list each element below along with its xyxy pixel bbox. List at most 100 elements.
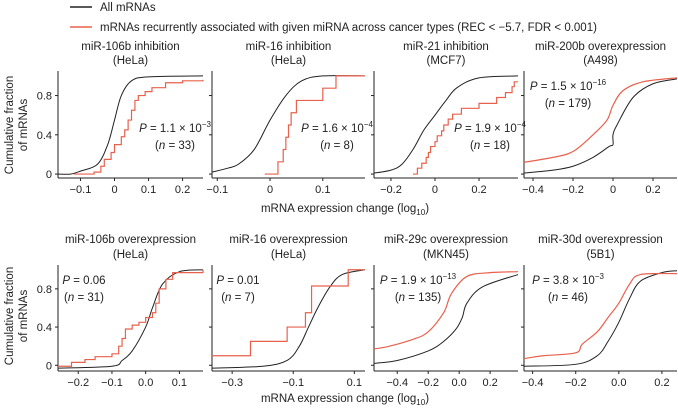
n-value: = 33) (165, 140, 195, 152)
y-tick-label: 0.8 (37, 91, 52, 103)
x-tick-label: 0 (610, 184, 616, 196)
p-mantissa: = 3.8 × 10 (540, 275, 595, 287)
panel-7: miR-29c overexpression (MKN45) −0.4 −0.2 0.0… (371, 234, 519, 389)
panel-subtitle: (MKN45) (423, 249, 469, 261)
series-recurrent-mrnas (412, 81, 518, 175)
panel-subtitle: (HeLa) (271, 55, 306, 67)
series-recurrent-mrnas (58, 269, 204, 367)
series-recurrent-mrnas (264, 75, 365, 175)
x-tick-label: 0.1 (347, 377, 362, 389)
p-value: P = 0.06 (62, 275, 105, 287)
x-tick-label: −0.2 (562, 184, 584, 196)
x-tick-label: −0.2 (417, 377, 439, 389)
x-tick-label: −0.1 (206, 184, 228, 196)
x-tick-label: 0.1 (141, 184, 156, 196)
ylabel-line2: of mRNAs (18, 290, 30, 343)
x-tick-label: −0.4 (522, 184, 544, 196)
series-all-mrnas (373, 274, 519, 364)
p-value: P = 1.9 × 10−4 (454, 120, 526, 135)
x-tick-label: −0.4 (522, 377, 544, 389)
y-tick-label: 0.4 (37, 322, 52, 334)
p-symbol: P (139, 123, 147, 135)
series-all-mrnas (523, 78, 678, 174)
series-recurrent-mrnas (73, 79, 204, 175)
panel-4: miR-200b overexpression (A498) −0.4 −0.2 0 0.… (521, 41, 678, 196)
p-value: P = 1.6 × 10−4 (301, 120, 373, 135)
panel-title: miR-30d overexpression (538, 234, 663, 246)
n-value: = 7) (231, 292, 255, 304)
x-tick-label: 0.1 (172, 377, 187, 389)
x-tick-label: −0.1 (282, 377, 304, 389)
x-tick-label: −0.2 (565, 377, 587, 389)
p-exponent: −4 (364, 120, 374, 129)
panel-title: miR-106b overexpression (65, 234, 196, 246)
p-symbol: P (380, 275, 388, 287)
x-tick-label: 0.0 (611, 377, 626, 389)
series-recurrent-mrnas (523, 77, 678, 163)
p-symbol: P (216, 275, 224, 287)
panel-2: miR-16 inhibition (HeLa) −0.1 0 0.1 P = 1.6 ×… (206, 41, 373, 196)
n-value: = 18) (480, 140, 510, 152)
n-count: (n = 46) (548, 292, 588, 304)
n-value: = 135) (405, 292, 441, 304)
n-symbol: n (399, 292, 405, 304)
n-value: = 31) (74, 292, 104, 304)
panel-subtitle: (HeLa) (271, 249, 306, 261)
n-open: ( (155, 140, 159, 152)
series-recurrent-mrnas (212, 269, 365, 357)
n-symbol: n (474, 140, 480, 152)
panel-subtitle: (5B1) (586, 249, 614, 261)
p-exponent: −13 (443, 272, 457, 281)
series-all-mrnas (523, 270, 678, 367)
ylabel-line1: Cumulative fraction (4, 76, 16, 174)
p-value: P = 1.1 × 10−3 (139, 120, 211, 135)
n-count: (n = 8) (320, 140, 354, 152)
p-mantissa: = 1.6 × 10 (309, 123, 364, 135)
x-tick-label: 0.0 (452, 377, 467, 389)
panel-subtitle: (HeLa) (113, 55, 148, 67)
n-count: (n = 31) (64, 292, 104, 304)
n-open: ( (320, 140, 324, 152)
y-axis-label-bottom: Cumulative fraction of mRNAs (4, 267, 30, 365)
panel-subtitle: (A498) (583, 55, 618, 67)
legend: All mRNAs mRNAs recurrently associated w… (70, 2, 597, 34)
ylabel-line2: of mRNAs (18, 99, 30, 152)
p-value: P = 1.5 × 10−16 (530, 78, 607, 93)
n-symbol: n (552, 292, 558, 304)
n-open: ( (395, 292, 399, 304)
panel-1: miR-106b inhibition (HeLa) 0 0.4 0.8 −0.1 0 0.1… (37, 41, 212, 196)
p-symbol: P (530, 81, 538, 93)
x-tick-label: −0.4 (386, 377, 408, 389)
legend-red-label: mRNAs recurrently associated with given … (100, 22, 597, 34)
x-tick-label: 0.2 (645, 184, 660, 196)
series-all-mrnas (57, 269, 204, 369)
x-tick-label: 0 (267, 184, 273, 196)
panel-title: miR-200b overexpression (535, 41, 666, 53)
n-value: = 46) (558, 292, 588, 304)
p-mantissa: = 1.1 × 10 (147, 123, 202, 135)
n-open: ( (221, 292, 225, 304)
series-recurrent-mrnas (523, 272, 678, 360)
panel-6: miR-16 overexpression (HeLa) −0.3 −0.1 0.1 P … (209, 234, 366, 389)
p-symbol: P (532, 275, 540, 287)
n-value: = 8) (330, 140, 354, 152)
p-mantissa: = 1.9 × 10 (388, 275, 443, 287)
x-tick-label: 0.2 (482, 377, 497, 389)
panel-5: miR-106b overexpression (HeLa) 0 0.4 0.8 −0.2… (37, 234, 204, 389)
p-mantissa: = 1.9 × 10 (462, 123, 517, 135)
x-tick-label: 0.0 (138, 377, 153, 389)
x-tick-label: 0 (111, 184, 117, 196)
panel-title: miR-16 overexpression (229, 234, 347, 246)
panel-subtitle: (HeLa) (113, 249, 148, 261)
panel-subtitle: (MCF7) (427, 55, 466, 67)
legend-black-label: All mRNAs (100, 2, 156, 14)
n-count: (n = 18) (470, 140, 510, 152)
n-count: (n = 7) (221, 292, 255, 304)
n-open: ( (545, 98, 549, 110)
panel-title: miR-106b inhibition (81, 41, 179, 53)
panel-title: miR-21 inhibition (403, 41, 489, 53)
panel-title: miR-16 inhibition (246, 41, 332, 53)
x-tick-label: 0.2 (175, 184, 190, 196)
p-value-text: = 0.01 (224, 275, 260, 287)
n-count: (n = 179) (545, 98, 592, 110)
